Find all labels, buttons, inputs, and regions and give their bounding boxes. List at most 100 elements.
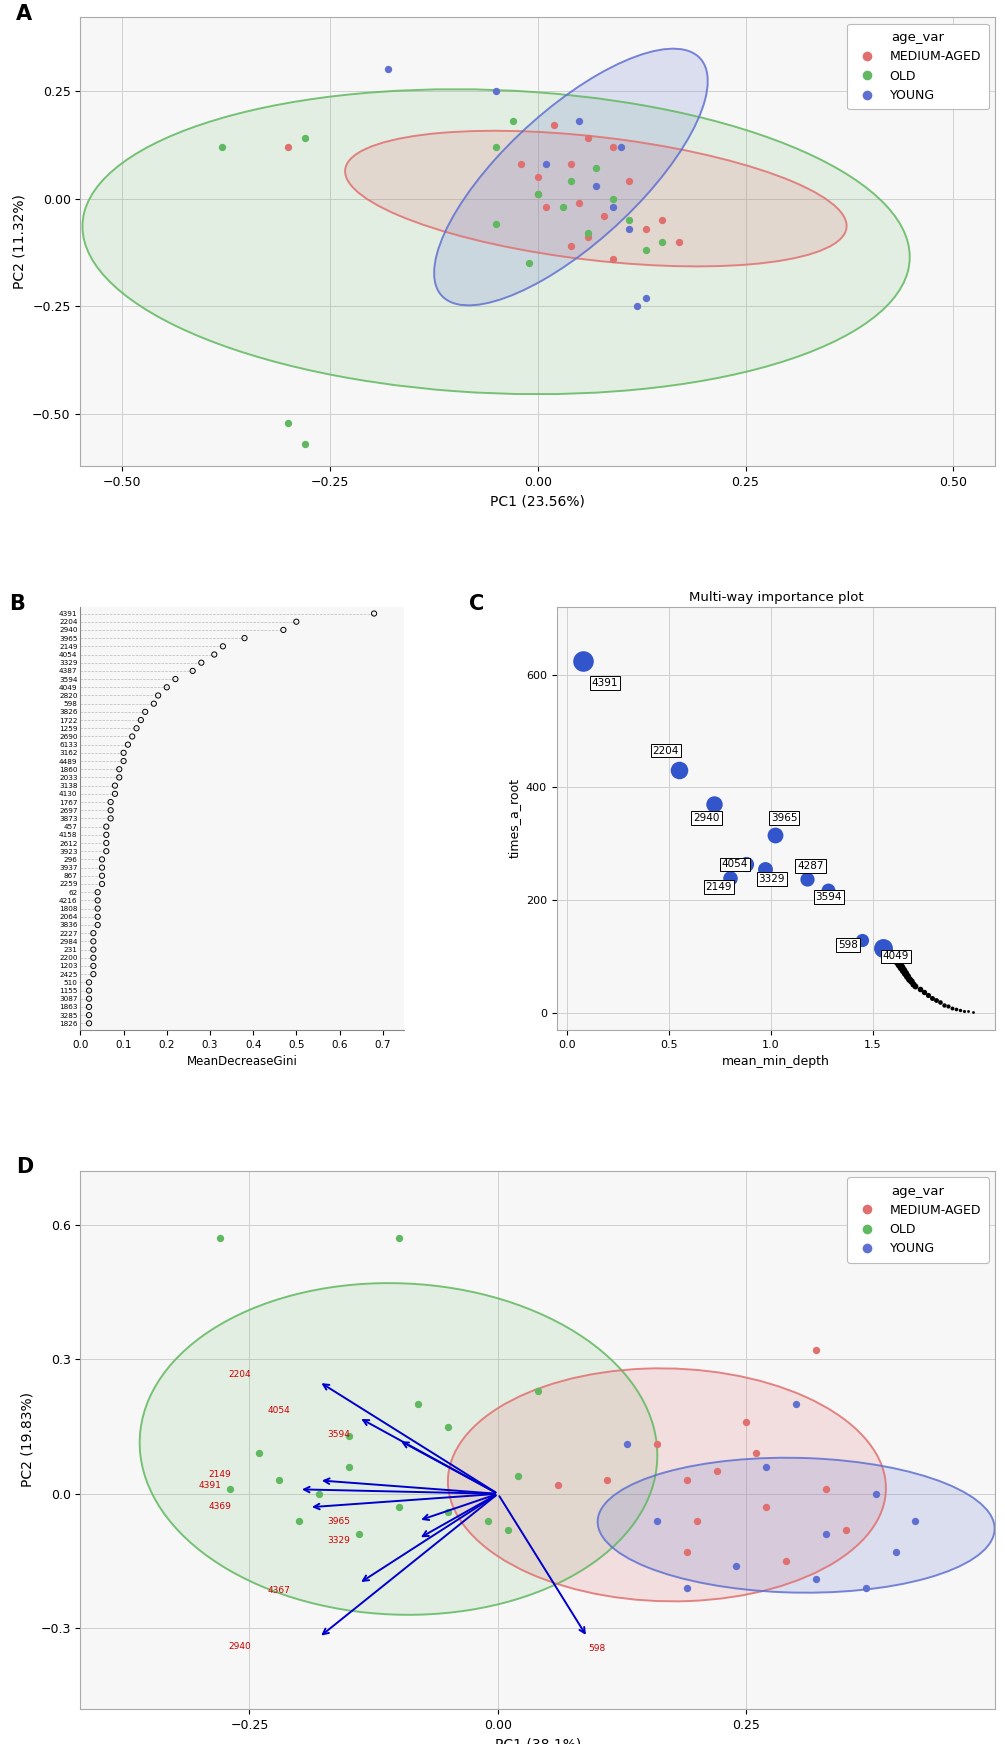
Point <box>440 1498 456 1526</box>
Point <box>940 992 956 1020</box>
Point <box>629 293 645 321</box>
Point <box>98 828 115 856</box>
Point <box>678 1467 694 1495</box>
Legend: MEDIUM-AGED, OLD, YOUNG: MEDIUM-AGED, OLD, YOUNG <box>847 24 989 110</box>
Point <box>818 1475 834 1503</box>
Ellipse shape <box>598 1458 995 1592</box>
Point <box>530 1376 546 1404</box>
Point <box>808 1336 824 1364</box>
Point <box>654 228 670 256</box>
Point <box>275 616 291 644</box>
Point <box>649 1430 665 1458</box>
Point <box>311 1481 327 1509</box>
Point <box>513 150 529 178</box>
Point <box>571 106 587 134</box>
Point <box>604 244 620 272</box>
Point <box>214 133 230 160</box>
Text: 3965: 3965 <box>328 1517 351 1526</box>
Legend: MEDIUM-AGED, OLD, YOUNG: MEDIUM-AGED, OLD, YOUNG <box>847 1177 989 1263</box>
X-axis label: PC1 (38.1%): PC1 (38.1%) <box>494 1737 581 1744</box>
Point <box>206 640 222 668</box>
Point <box>799 865 815 893</box>
Y-axis label: PC2 (11.32%): PC2 (11.32%) <box>13 194 26 290</box>
Point <box>85 928 102 956</box>
Point <box>881 938 897 966</box>
Point <box>580 220 596 248</box>
Text: 4391: 4391 <box>591 678 618 687</box>
Point <box>488 211 505 239</box>
Point <box>522 249 538 277</box>
X-axis label: MeanDecreaseGini: MeanDecreaseGini <box>187 1055 297 1067</box>
Point <box>580 124 596 152</box>
Point <box>580 223 596 251</box>
Ellipse shape <box>448 1369 886 1601</box>
Text: 2204: 2204 <box>228 1371 251 1380</box>
Point <box>499 1516 516 1543</box>
Text: 598: 598 <box>589 1645 606 1653</box>
Point <box>81 1001 97 1029</box>
Point <box>137 698 153 726</box>
Point <box>936 991 952 1018</box>
Point <box>965 998 981 1025</box>
Point <box>185 657 201 685</box>
Point <box>857 1575 873 1603</box>
Point <box>89 886 106 914</box>
Point <box>351 1521 367 1549</box>
Point <box>120 731 136 759</box>
Text: 2940: 2940 <box>693 813 720 823</box>
Point <box>410 1390 426 1418</box>
Point <box>215 633 231 661</box>
Point <box>906 970 922 998</box>
Point <box>885 942 901 970</box>
Point <box>85 961 102 989</box>
Point <box>116 739 132 767</box>
Point <box>903 966 920 994</box>
Text: C: C <box>469 595 484 614</box>
Point <box>924 984 940 1012</box>
Point <box>895 956 912 984</box>
Point <box>654 206 670 234</box>
Point <box>480 1507 496 1535</box>
Point <box>440 1413 456 1441</box>
Point <box>818 1521 834 1549</box>
Point <box>944 994 960 1022</box>
Point <box>563 150 579 178</box>
Point <box>89 879 106 907</box>
Point <box>116 746 132 774</box>
Point <box>296 124 313 152</box>
Text: 2204: 2204 <box>652 746 679 755</box>
Point <box>98 821 115 849</box>
Point <box>893 954 910 982</box>
Point <box>81 985 97 1013</box>
Point <box>193 649 209 677</box>
Point <box>81 977 97 1005</box>
Point <box>236 624 252 652</box>
Point <box>759 1493 775 1521</box>
Point <box>571 188 587 216</box>
Point <box>103 788 119 816</box>
Point <box>98 837 115 865</box>
Point <box>93 862 110 889</box>
X-axis label: mean_min_depth: mean_min_depth <box>722 1055 830 1067</box>
Point <box>867 1481 883 1509</box>
Text: 3329: 3329 <box>759 874 785 884</box>
Point <box>129 715 145 743</box>
Point <box>588 155 604 183</box>
Point <box>599 1467 615 1495</box>
Point <box>778 1547 794 1575</box>
Point <box>89 903 106 931</box>
Title: Multi-way importance plot: Multi-way importance plot <box>688 591 863 605</box>
Point <box>649 1507 665 1535</box>
Point <box>604 133 620 160</box>
Point <box>604 185 620 213</box>
Point <box>530 180 546 208</box>
Text: 3329: 3329 <box>328 1536 351 1545</box>
Point <box>271 1467 287 1495</box>
Point <box>838 1516 854 1543</box>
Point <box>85 944 102 971</box>
Point <box>588 171 604 199</box>
Point <box>550 1470 566 1498</box>
Point <box>854 926 870 954</box>
Point <box>288 607 305 635</box>
Point <box>953 996 969 1024</box>
